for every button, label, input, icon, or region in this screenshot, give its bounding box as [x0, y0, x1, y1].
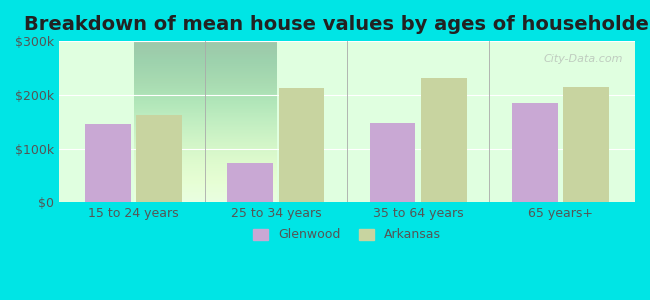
Bar — [421, 78, 467, 202]
Bar — [136, 115, 182, 202]
Bar — [370, 123, 415, 202]
Title: Breakdown of mean house values by ages of householders: Breakdown of mean house values by ages o… — [24, 15, 650, 34]
Legend: Glenwood, Arkansas: Glenwood, Arkansas — [247, 222, 447, 248]
Bar — [227, 163, 273, 202]
Text: City-Data.com: City-Data.com — [544, 54, 623, 64]
Bar — [279, 88, 324, 202]
Bar — [85, 124, 131, 202]
Bar — [564, 87, 609, 202]
Bar — [512, 103, 558, 202]
